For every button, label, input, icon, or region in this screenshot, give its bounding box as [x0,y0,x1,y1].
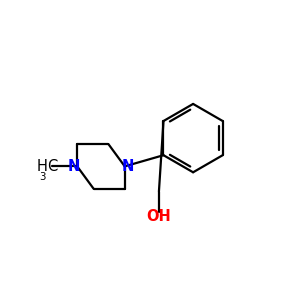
Text: N: N [122,159,134,174]
Text: C: C [48,159,58,174]
Text: OH: OH [146,209,171,224]
Text: H: H [37,159,47,174]
Text: 3: 3 [40,172,46,182]
Text: N: N [68,159,80,174]
